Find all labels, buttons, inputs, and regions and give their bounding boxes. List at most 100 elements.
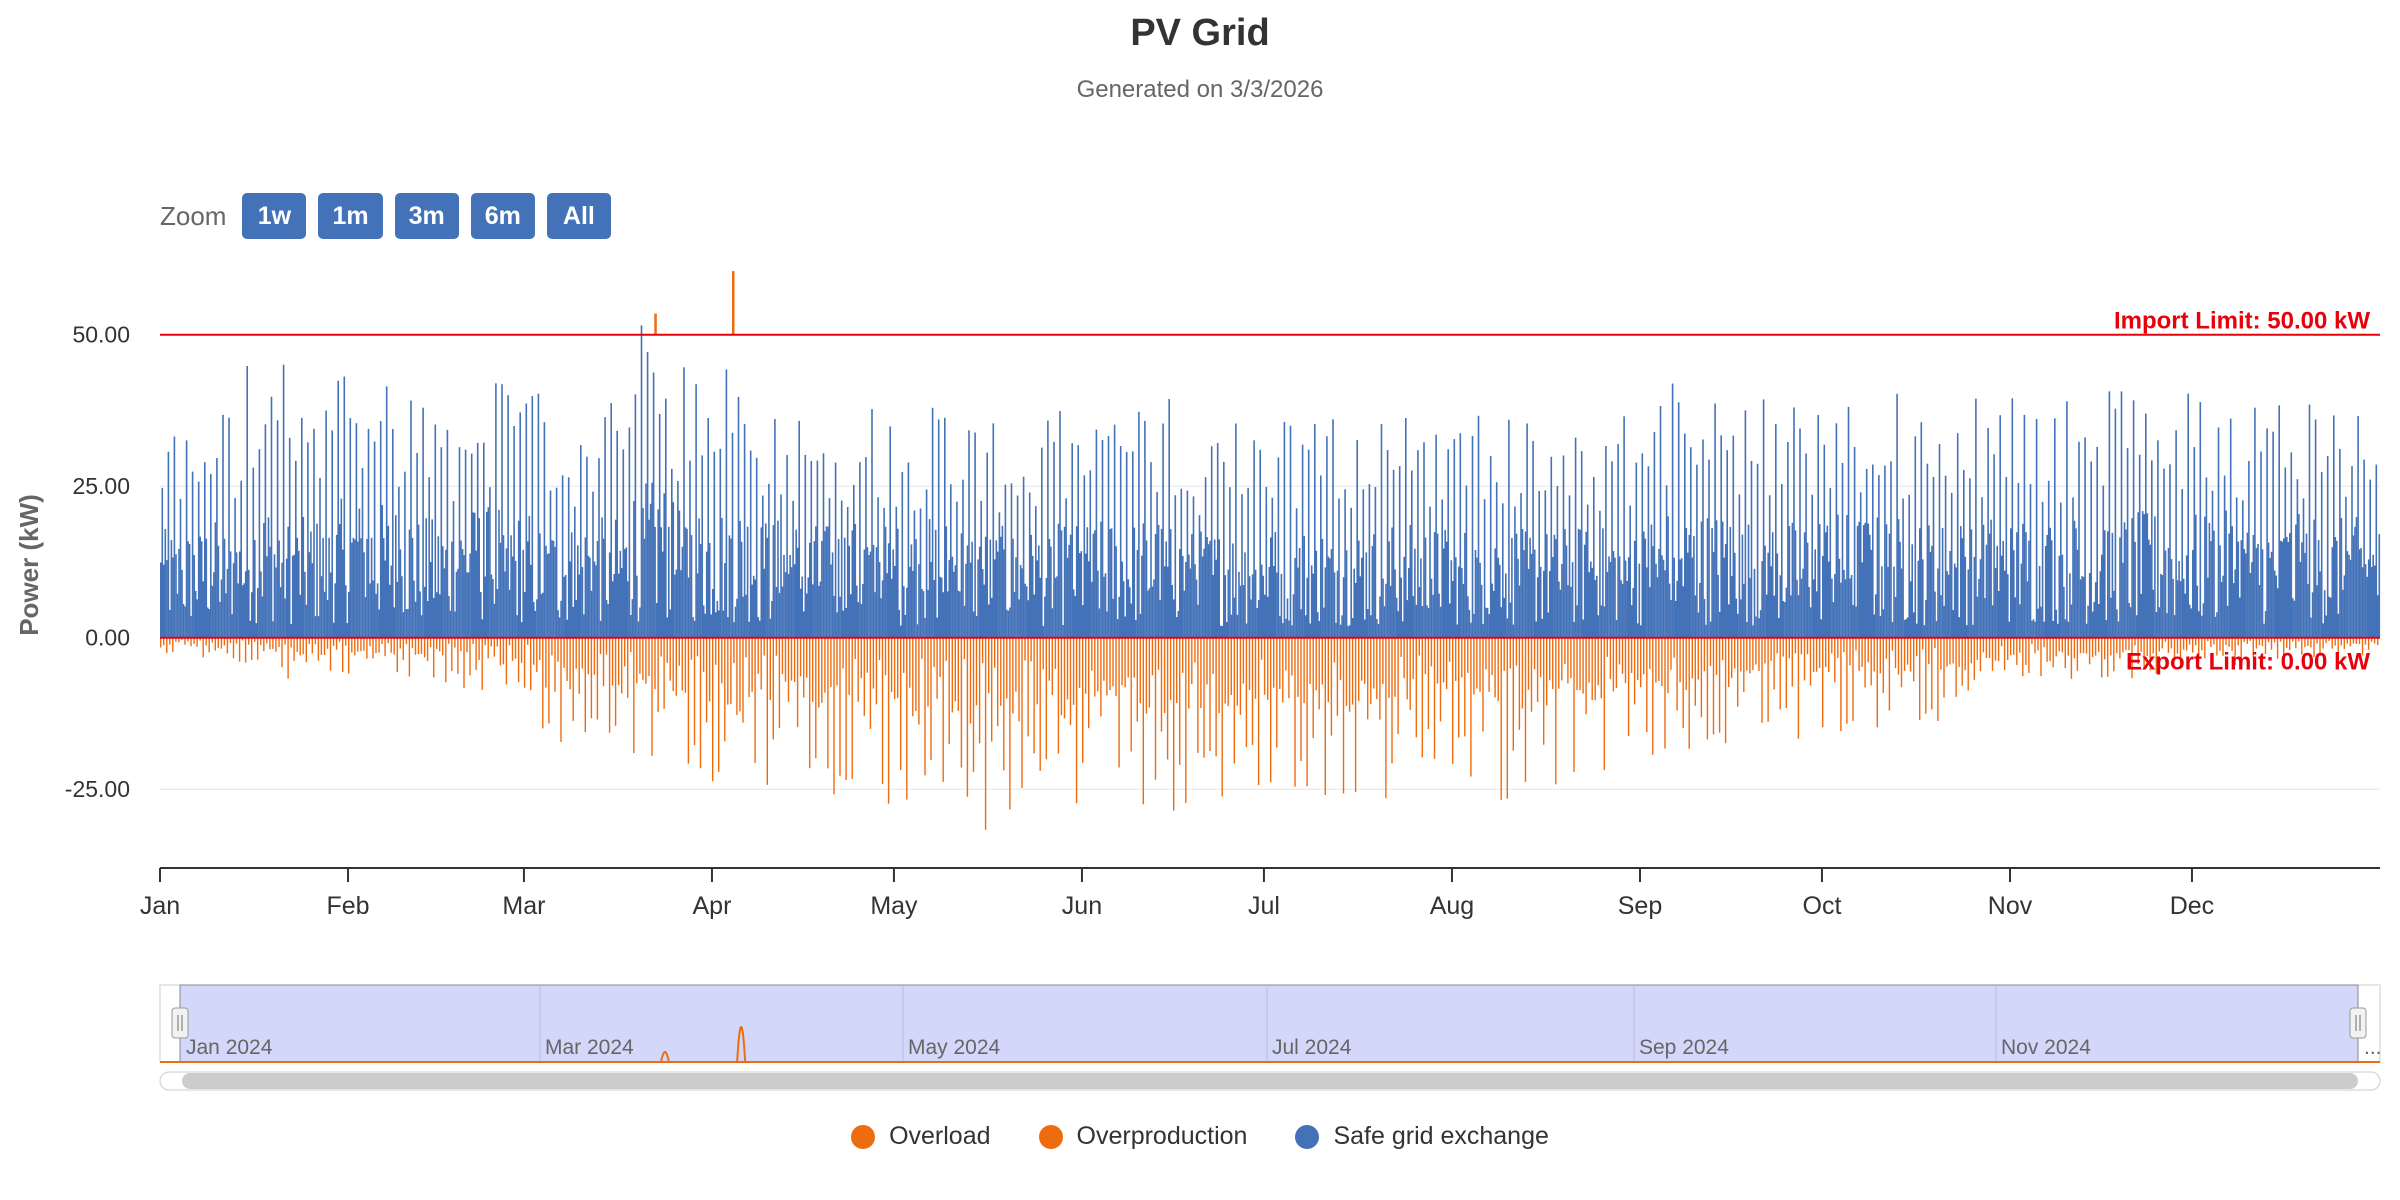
safe-grid-exchange-bar xyxy=(1674,600,1677,638)
overproduction-bar xyxy=(517,637,520,683)
navigator-left-handle[interactable] xyxy=(171,1007,189,1039)
overproduction-bar xyxy=(1794,637,1797,654)
safe-grid-exchange-bar xyxy=(1544,490,1547,638)
overproduction-bar xyxy=(918,637,920,725)
safe-grid-exchange-bar xyxy=(1386,450,1389,638)
legend-item-overload[interactable]: Overload xyxy=(851,1122,991,1151)
safe-grid-exchange-bar xyxy=(1832,602,1835,638)
zoom-6m-button[interactable]: 6m xyxy=(470,193,535,239)
safe-grid-exchange-bar xyxy=(1324,567,1327,638)
safe-grid-exchange-bar xyxy=(2138,454,2141,638)
safe-grid-exchange-bar xyxy=(856,585,858,638)
safe-grid-exchange-bar xyxy=(587,555,590,638)
safe-grid-exchange-bar xyxy=(244,571,247,638)
safe-grid-exchange-bar xyxy=(160,562,162,638)
safe-grid-exchange-bar xyxy=(489,487,491,638)
overproduction-bar xyxy=(1421,637,1423,758)
safe-grid-exchange-bar xyxy=(1371,546,1374,638)
safe-grid-exchange-bar xyxy=(648,519,650,638)
safe-grid-exchange-bar xyxy=(2188,604,2191,638)
safe-grid-exchange-bar xyxy=(825,526,828,638)
safe-grid-exchange-bar xyxy=(1171,585,1173,638)
navigator[interactable]: Jan 2024 Mar 2024 May 2024 Jul 2024 Sep 2024… xyxy=(159,984,2382,1091)
safe-grid-exchange-bar xyxy=(1966,625,1968,638)
safe-grid-exchange-bar xyxy=(1074,596,1076,638)
safe-grid-exchange-bar xyxy=(1169,529,1172,638)
safe-grid-exchange-bar xyxy=(2176,580,2179,638)
overproduction-bar xyxy=(1561,637,1563,681)
safe-grid-exchange-bar xyxy=(1224,575,1227,638)
safe-grid-exchange-bar xyxy=(1661,555,1663,638)
safe-grid-exchange-bar xyxy=(1119,446,1122,638)
overproduction-bar xyxy=(636,637,638,684)
zoom-all-button[interactable]: All xyxy=(546,193,611,239)
safe-grid-exchange-bar xyxy=(1823,444,1826,638)
safe-grid-exchange-bar xyxy=(774,419,776,638)
safe-grid-exchange-bar xyxy=(1033,594,1035,638)
safe-grid-exchange-bar xyxy=(1309,623,1311,638)
safe-grid-exchange-bar xyxy=(2038,566,2041,638)
safe-grid-exchange-bar xyxy=(1887,566,1889,638)
safe-grid-exchange-bar xyxy=(1238,571,1240,638)
safe-grid-exchange-bar xyxy=(2278,405,2280,638)
safe-grid-exchange-bar xyxy=(1298,548,1301,638)
overproduction-bar xyxy=(499,637,502,666)
safe-grid-exchange-bar xyxy=(161,487,164,638)
safe-grid-exchange-bar xyxy=(1865,468,1868,638)
overproduction-bar xyxy=(2070,637,2073,679)
overproduction-bar xyxy=(833,637,835,795)
overproduction-bar xyxy=(657,637,659,712)
safe-grid-exchange-bar xyxy=(2378,534,2381,638)
safe-grid-exchange-bar xyxy=(1617,444,1619,638)
overproduction-bar xyxy=(1512,637,1514,751)
safe-grid-exchange-bar xyxy=(607,604,609,638)
navigator-right-handle[interactable] xyxy=(2349,1007,2367,1039)
safe-grid-exchange-bar xyxy=(419,591,421,638)
overproduction-bar xyxy=(396,637,398,673)
safe-grid-exchange-bar xyxy=(1705,624,1707,638)
safe-grid-exchange-bar xyxy=(1706,518,1709,638)
legend-item-overproduction[interactable]: Overproduction xyxy=(1038,1122,1247,1151)
zoom-3m-button[interactable]: 3m xyxy=(394,193,459,239)
safe-grid-exchange-bar xyxy=(1753,568,1756,638)
overproduction-bar xyxy=(790,637,793,681)
safe-grid-exchange-bar xyxy=(402,612,405,638)
overproduction-bar xyxy=(539,637,541,661)
overproduction-bar xyxy=(2207,637,2209,642)
legend-item-safe-grid-exchange[interactable]: Safe grid exchange xyxy=(1295,1122,1549,1151)
safe-grid-exchange-bar xyxy=(643,538,646,638)
overproduction-bar xyxy=(357,637,359,652)
overproduction-bar xyxy=(1494,637,1496,698)
safe-grid-exchange-bar xyxy=(200,541,203,638)
navigator-scrollbar-thumb[interactable] xyxy=(182,1073,2358,1089)
safe-grid-exchange-bar xyxy=(299,594,302,638)
safe-grid-exchange-bar xyxy=(1391,527,1393,638)
safe-grid-exchange-bar xyxy=(1676,580,1678,638)
overproduction-bar xyxy=(2304,637,2306,648)
safe-grid-exchange-bar xyxy=(496,589,499,638)
safe-grid-exchange-bar xyxy=(305,604,308,638)
safe-grid-exchange-bar xyxy=(1027,600,1029,638)
overproduction-bar xyxy=(2010,637,2012,656)
safe-grid-exchange-bar xyxy=(1433,532,1436,638)
safe-grid-exchange-bar xyxy=(666,617,669,638)
safe-grid-exchange-bar xyxy=(592,491,594,638)
safe-grid-exchange-bar xyxy=(1010,483,1013,638)
overproduction-bar xyxy=(936,637,938,699)
safe-grid-exchange-bar xyxy=(1338,498,1340,638)
safe-grid-exchange-bar xyxy=(345,585,347,638)
overproduction-bar xyxy=(439,637,441,652)
overproduction-bar xyxy=(402,637,404,660)
safe-grid-exchange-bar xyxy=(1831,578,1833,638)
zoom-1w-button[interactable]: 1w xyxy=(242,193,307,239)
safe-grid-exchange-bar xyxy=(1633,540,1636,638)
safe-grid-exchange-bar xyxy=(1415,604,1418,638)
safe-grid-exchange-bar xyxy=(1151,586,1154,638)
safe-grid-exchange-bar xyxy=(1618,556,1621,638)
safe-grid-exchange-bar xyxy=(364,597,367,638)
zoom-1m-button[interactable]: 1m xyxy=(318,193,383,239)
safe-grid-exchange-bar xyxy=(182,603,185,638)
safe-grid-exchange-bar xyxy=(545,545,547,638)
safe-grid-exchange-bar xyxy=(2049,527,2051,638)
overproduction-bar xyxy=(2349,637,2352,647)
